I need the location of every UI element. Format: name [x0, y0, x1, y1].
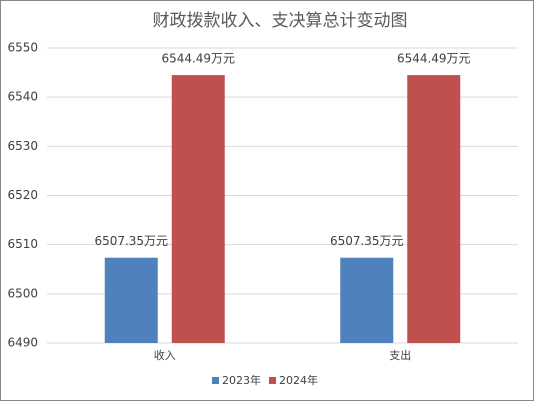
y-tick-label: 6520: [7, 188, 38, 202]
value-label: 6507.35万元: [94, 234, 168, 248]
y-tick-label: 6530: [7, 139, 38, 153]
legend-label: 2024年: [279, 373, 318, 387]
legend-label: 2023年: [222, 373, 261, 387]
y-tick-label: 6500: [7, 286, 38, 300]
y-tick-label: 6490: [7, 336, 38, 350]
bar: [340, 257, 394, 343]
value-label: 6544.49万元: [397, 52, 471, 66]
y-tick-label: 6510: [7, 237, 38, 251]
bar: [104, 257, 158, 343]
value-label: 6507.35万元: [330, 234, 404, 248]
x-tick-label: 支出: [389, 348, 411, 362]
x-tick-label: 收入: [154, 348, 176, 362]
bar: [171, 75, 225, 344]
legend-swatch: [269, 377, 276, 384]
y-tick-label: 6540: [7, 90, 38, 104]
chart-title: 财政拨款收入、支决算总计变动图: [153, 11, 408, 31]
bar: [407, 75, 461, 344]
y-tick-label: 6550: [7, 41, 38, 55]
legend-swatch: [212, 377, 219, 384]
value-label: 6544.49万元: [161, 52, 235, 66]
